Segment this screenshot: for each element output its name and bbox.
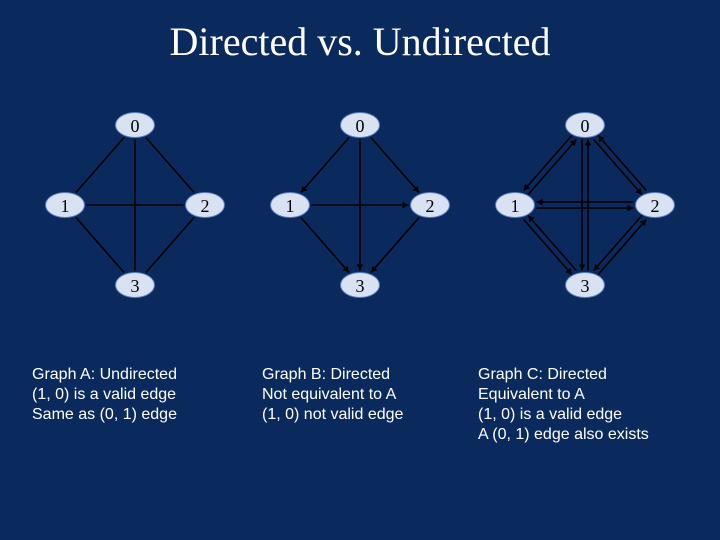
node-b-2: 2 bbox=[410, 192, 450, 218]
node-b-3: 3 bbox=[340, 272, 380, 298]
graph-a: 0 1 2 3 bbox=[25, 95, 245, 335]
node-b-1: 1 bbox=[270, 192, 310, 218]
graph-c: 0 1 2 3 bbox=[475, 95, 695, 335]
node-c-1: 1 bbox=[495, 192, 535, 218]
captions-row: Graph A: Undirected(1, 0) is a valid edg… bbox=[0, 365, 720, 515]
node-a-1: 1 bbox=[45, 192, 85, 218]
caption-a: Graph A: Undirected(1, 0) is a valid edg… bbox=[32, 365, 232, 425]
node-c-2: 2 bbox=[635, 192, 675, 218]
node-c-3: 3 bbox=[565, 272, 605, 298]
node-b-0: 0 bbox=[340, 112, 380, 138]
page-title: Directed vs. Undirected bbox=[0, 0, 720, 65]
node-a-0: 0 bbox=[115, 112, 155, 138]
graphs-row: 0 1 2 3 0 1 2 3 0 1 2 3 bbox=[0, 65, 720, 365]
graph-b: 0 1 2 3 bbox=[250, 95, 470, 335]
node-a-2: 2 bbox=[185, 192, 225, 218]
node-c-0: 0 bbox=[565, 112, 605, 138]
caption-c: Graph C: DirectedEquivalent to A(1, 0) i… bbox=[478, 365, 698, 445]
node-a-3: 3 bbox=[115, 272, 155, 298]
caption-b: Graph B: DirectedNot equivalent to A(1, … bbox=[262, 365, 462, 425]
